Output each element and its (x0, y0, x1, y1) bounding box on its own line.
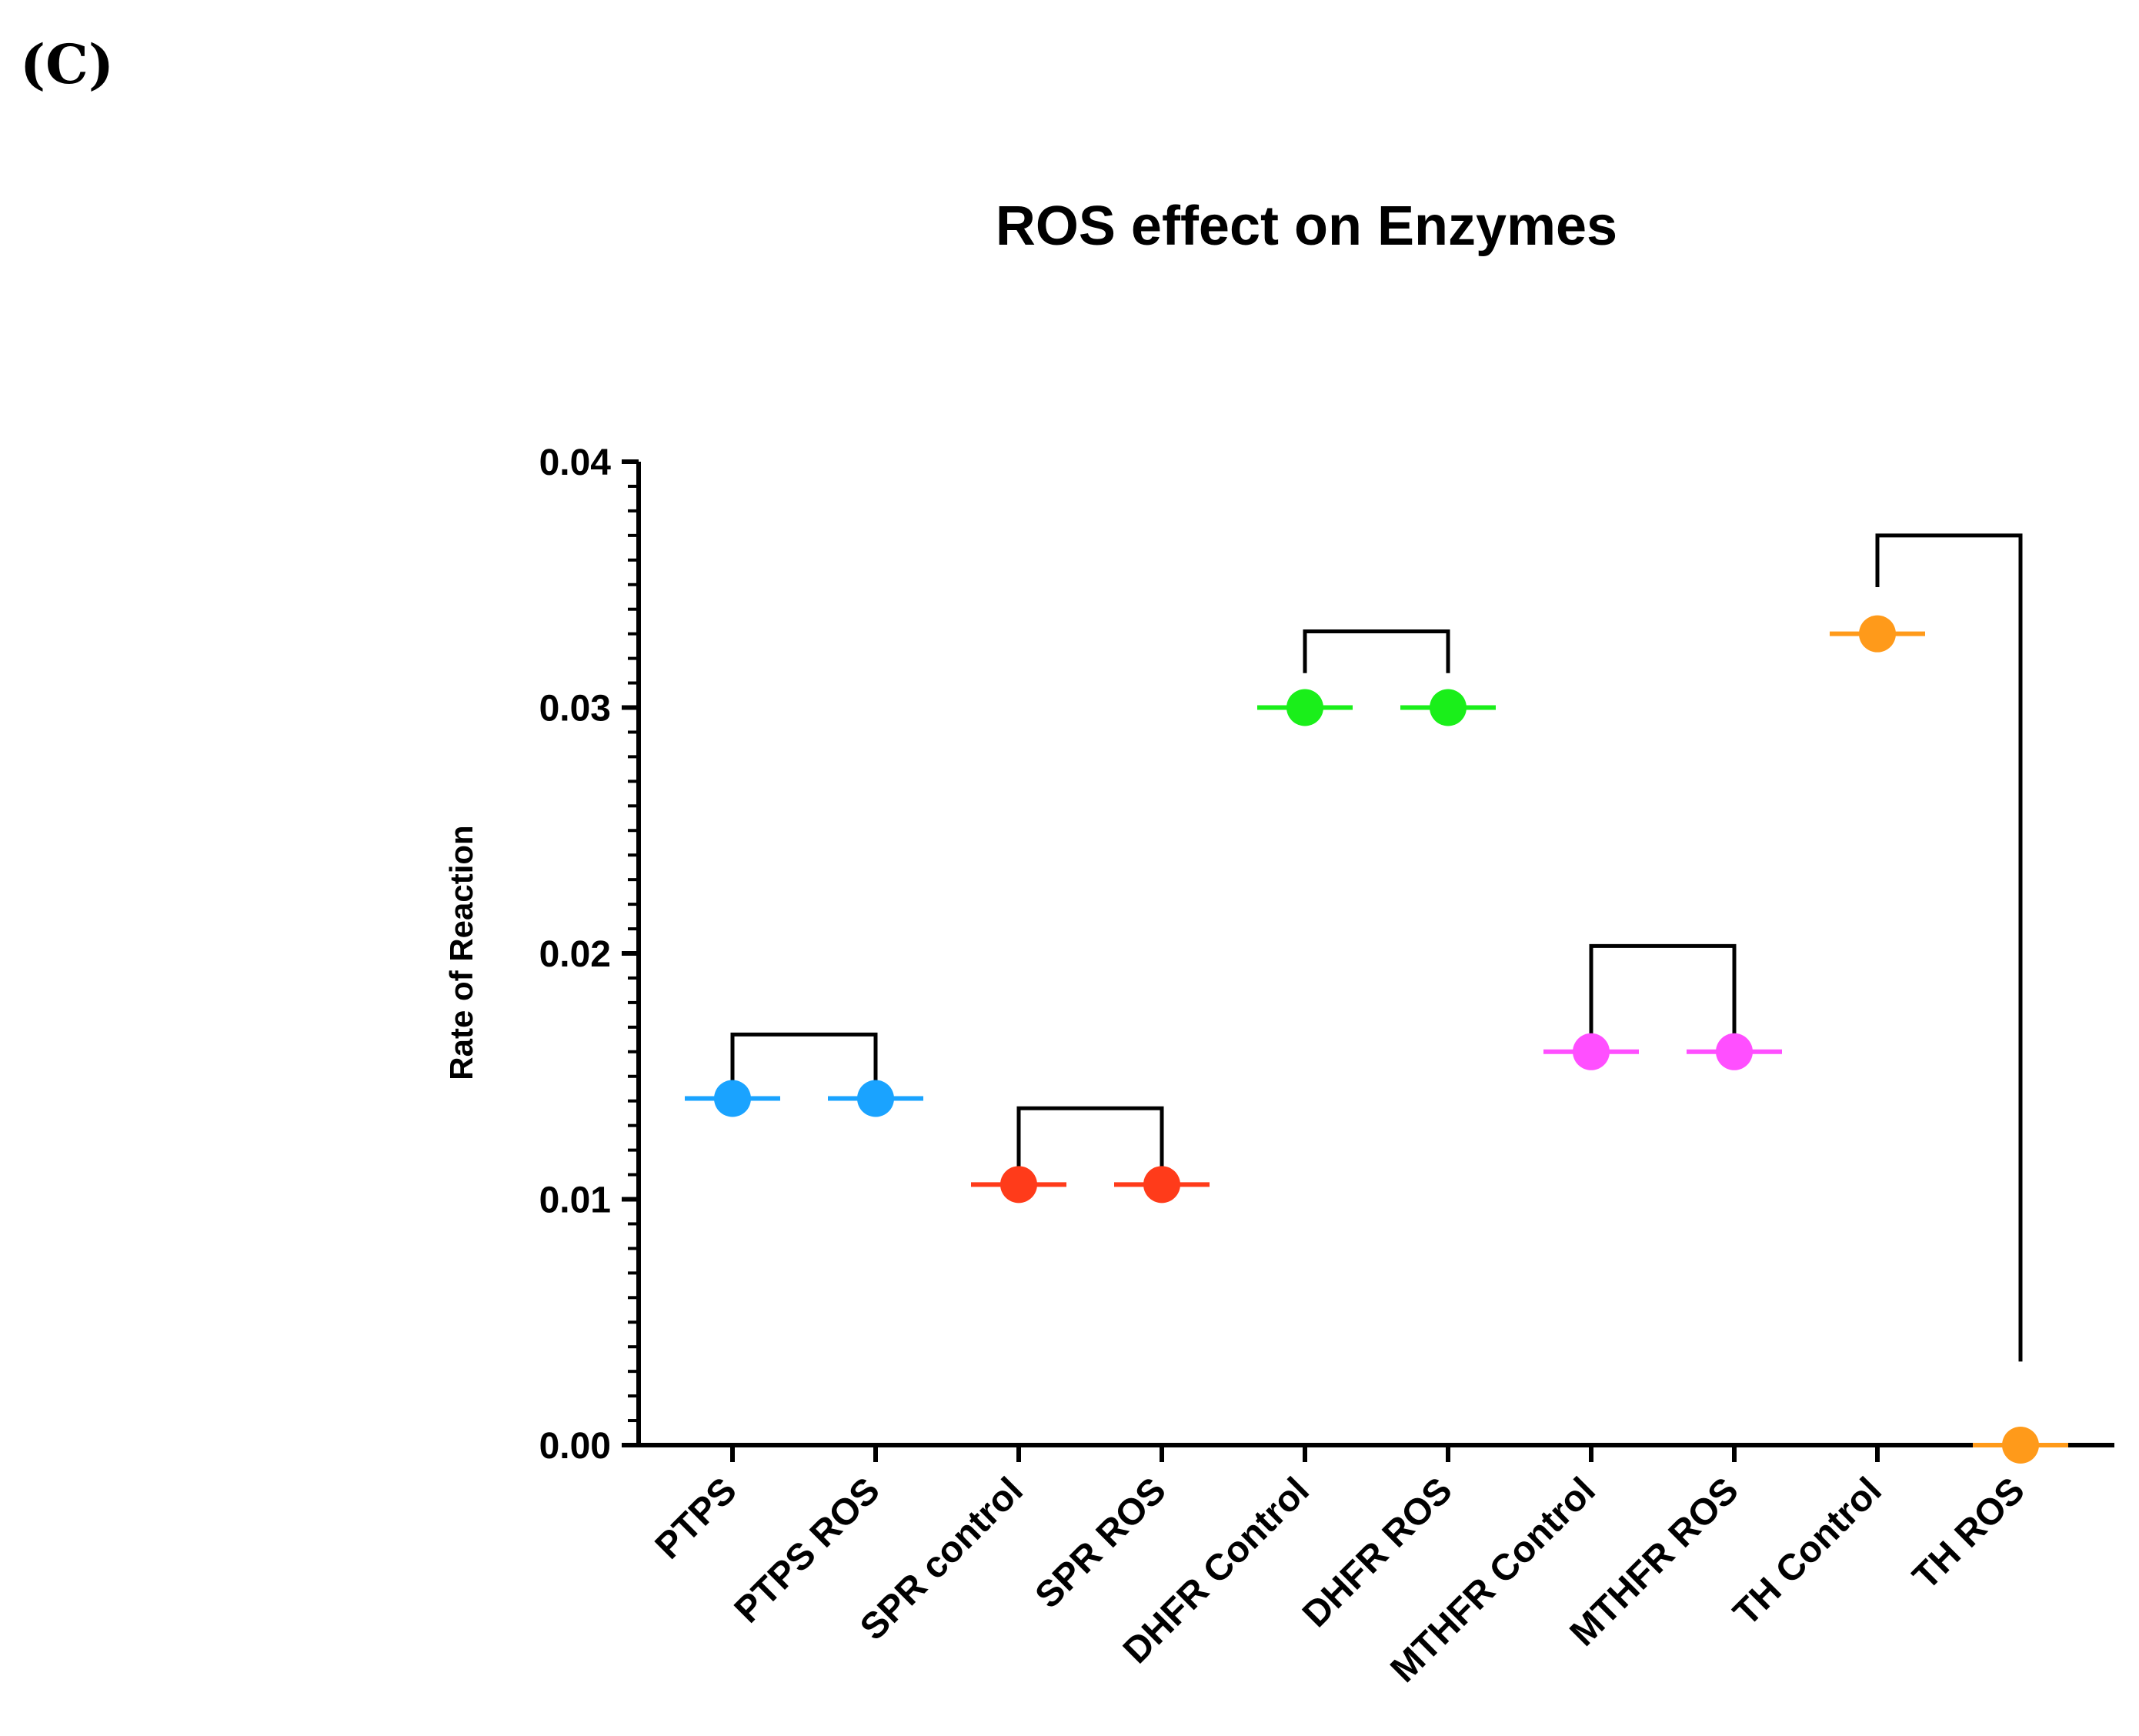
comparison-bracket (730, 1032, 878, 1089)
data-points (685, 615, 2068, 1464)
y-tick-label: 0.00 (539, 1426, 611, 1467)
comparison-brackets (730, 533, 2023, 1362)
data-point (1143, 1166, 1180, 1204)
x-tick-label: TH ROS (1905, 1470, 2033, 1597)
comparison-bracket (1589, 943, 1737, 1040)
data-point (1573, 1033, 1610, 1070)
x-tick-label: PTPS ROS (727, 1470, 888, 1631)
data-point (2002, 1427, 2039, 1464)
data-point (857, 1080, 894, 1117)
data-point (1716, 1033, 1753, 1070)
x-tick-label: PTPS (648, 1470, 745, 1567)
panel-label: (C) (20, 32, 114, 96)
axes: 0.00 0.01 0.02 0.03 0.04 (539, 442, 2114, 1467)
chart-title: ROS effect on Enzymes (996, 195, 1617, 257)
data-point (1000, 1166, 1037, 1204)
y-tick-label: 0.04 (539, 442, 612, 483)
data-point (1286, 689, 1323, 726)
data-point (1859, 615, 1896, 653)
x-tick-label: TH Control (1726, 1470, 1890, 1634)
comparison-bracket (1875, 533, 2023, 1362)
comparison-bracket (1016, 1106, 1164, 1173)
comparison-bracket (1303, 629, 1450, 673)
y-axis-label: Rate of Reaction (443, 825, 479, 1080)
y-tick-label: 0.03 (539, 689, 611, 729)
y-tick-label: 0.02 (539, 934, 611, 975)
data-point (1430, 689, 1467, 726)
x-tick-label: SPR ROS (1028, 1470, 1174, 1616)
data-point (714, 1080, 751, 1117)
y-tick-label: 0.01 (539, 1180, 611, 1221)
